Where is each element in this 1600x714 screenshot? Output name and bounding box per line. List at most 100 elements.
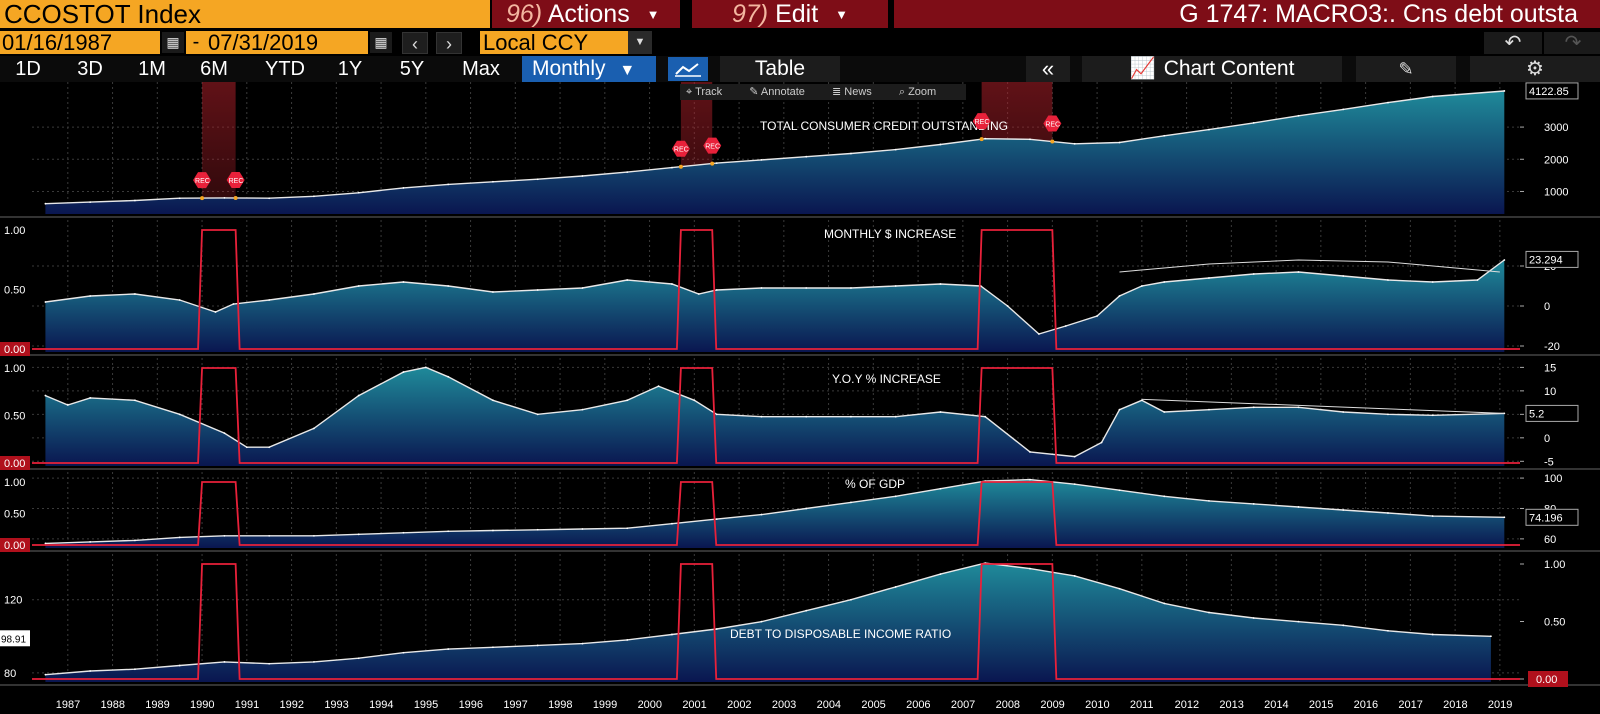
start-date-input[interactable]: 01/16/1987 [0,31,160,54]
data-point [1297,114,1300,117]
x-tick-label: 2019 [1488,699,1512,711]
x-tick-label: 1987 [56,699,80,711]
chevron-down-icon[interactable]: ▼ [628,31,652,54]
data-point [657,385,660,388]
edit-pen-icon[interactable]: ✎ [1356,56,1456,82]
data-point [805,609,808,612]
data-point [1490,635,1492,638]
calendar-icon[interactable]: ▦ [162,32,184,53]
data-point [1064,325,1067,327]
news-tool[interactable]: ≣ News [832,86,872,98]
range-1d[interactable]: 1D [15,58,41,80]
chart-tools: ⌖ Track ✎ Annotate ≣ News ⌕ Zoom [680,84,967,100]
data-point [1208,499,1210,502]
data-point [89,670,92,672]
left-tick-highlight [0,342,30,356]
data-point [671,633,673,636]
data-point [134,199,136,202]
left-tick-label: 0.00 [4,458,25,470]
data-point [894,415,897,418]
edit-menu[interactable]: 97) Edit ▼ [692,0,888,28]
data-point [1387,279,1389,281]
data-point [1431,633,1434,636]
data-point [1118,587,1121,590]
recession-marker-shape [972,113,991,130]
recession-indicator [32,481,1520,546]
data-point [1252,617,1255,619]
range-3d[interactable]: 3D [77,58,103,80]
calendar-icon[interactable]: ▦ [370,32,392,53]
data-point [1342,275,1345,277]
range-6m[interactable]: 6M [200,58,228,80]
left-tick-label: 0.50 [4,285,25,297]
chart-content-label: Chart Content [1163,57,1295,80]
range-1y[interactable]: 1Y [337,58,363,80]
left-tick-label: 120 [4,595,22,607]
track-tool[interactable]: ⌖ Track [686,86,723,98]
data-point [1252,273,1255,275]
redo-icon[interactable]: ↷ [1544,32,1600,54]
x-tick-label: 1988 [101,699,125,711]
data-point [1503,259,1506,261]
chevron-down-icon: ▼ [835,7,849,23]
range-ytd[interactable]: YTD [265,58,305,80]
table-button[interactable]: Table [720,56,840,82]
data-point [1431,95,1434,98]
data-point [581,408,584,411]
annotate-tool[interactable]: ✎ Annotate [749,86,805,98]
recession-marker-shape [1043,115,1062,132]
undo-icon[interactable]: ↶ [1484,32,1542,54]
x-tick-label: 1999 [593,699,617,711]
right-tick-label: -5 [1544,456,1554,468]
data-point [671,166,673,169]
data-point [1163,495,1166,498]
ticker-field[interactable]: CCOSTOT Index [0,0,490,28]
frequency-select[interactable]: Monthly ▼ [522,56,656,82]
x-tick-label: 2017 [1398,699,1422,711]
x-tick-label: 2002 [727,699,751,711]
data-point [626,527,629,530]
next-period-button[interactable]: › [436,32,462,54]
last-value-label: 23.294 [1529,254,1563,266]
recession-marker-shape [226,171,245,188]
range-1m[interactable]: 1M [138,58,166,80]
data-point [805,155,808,158]
data-point [447,183,450,186]
data-point [1096,315,1098,317]
currency-select[interactable]: Local CCY [480,31,628,54]
right-tick-label: 60 [1544,534,1556,546]
date-bar: 01/16/1987 ▦ - 07/31/2019 ▦ ‹ › Local CC… [0,31,1600,55]
data-point [357,394,360,397]
data-point [1073,455,1076,458]
data-point [1431,281,1434,283]
data-point [984,415,987,418]
data-point [313,534,315,537]
end-date-input[interactable]: 07/31/2019 [206,31,368,54]
data-point [715,518,718,521]
recession-marker-shape [671,140,690,157]
data-point [850,287,852,289]
zoom-tool[interactable]: ⌕ Zoom [898,86,937,98]
x-tick-label: 2013 [1219,699,1243,711]
gear-icon[interactable]: ⚙ [1470,56,1600,82]
x-tick-label: 2009 [1040,699,1064,711]
data-point [89,295,92,297]
chart-content-button[interactable]: 📈 Chart Content [1082,56,1342,82]
data-point [357,191,360,194]
panel-title: % OF GDP [845,477,905,491]
annotate-label: Annotate [760,86,805,98]
recession-indicator [32,367,1520,464]
chart-area[interactable]: TOTAL CONSUMER CREDIT OUTSTANDING1000200… [0,82,1600,714]
recession-marker-dot [710,161,715,166]
collapse-icon[interactable]: « [1026,56,1070,82]
header-bar: CCOSTOT Index 96) Actions ▼ 97) Edit ▼ G… [0,0,1600,30]
actions-menu[interactable]: 96) Actions ▼ [492,0,680,28]
range-5y[interactable]: 5Y [399,58,425,80]
recession-marker-dot [678,164,683,169]
data-point [402,187,405,189]
prev-period-button[interactable]: ‹ [402,32,428,54]
recession-marker-label: REC [674,147,689,154]
x-tick-label: 2011 [1130,699,1154,711]
range-max[interactable]: Max [462,58,500,80]
line-chart-icon[interactable] [668,57,708,81]
